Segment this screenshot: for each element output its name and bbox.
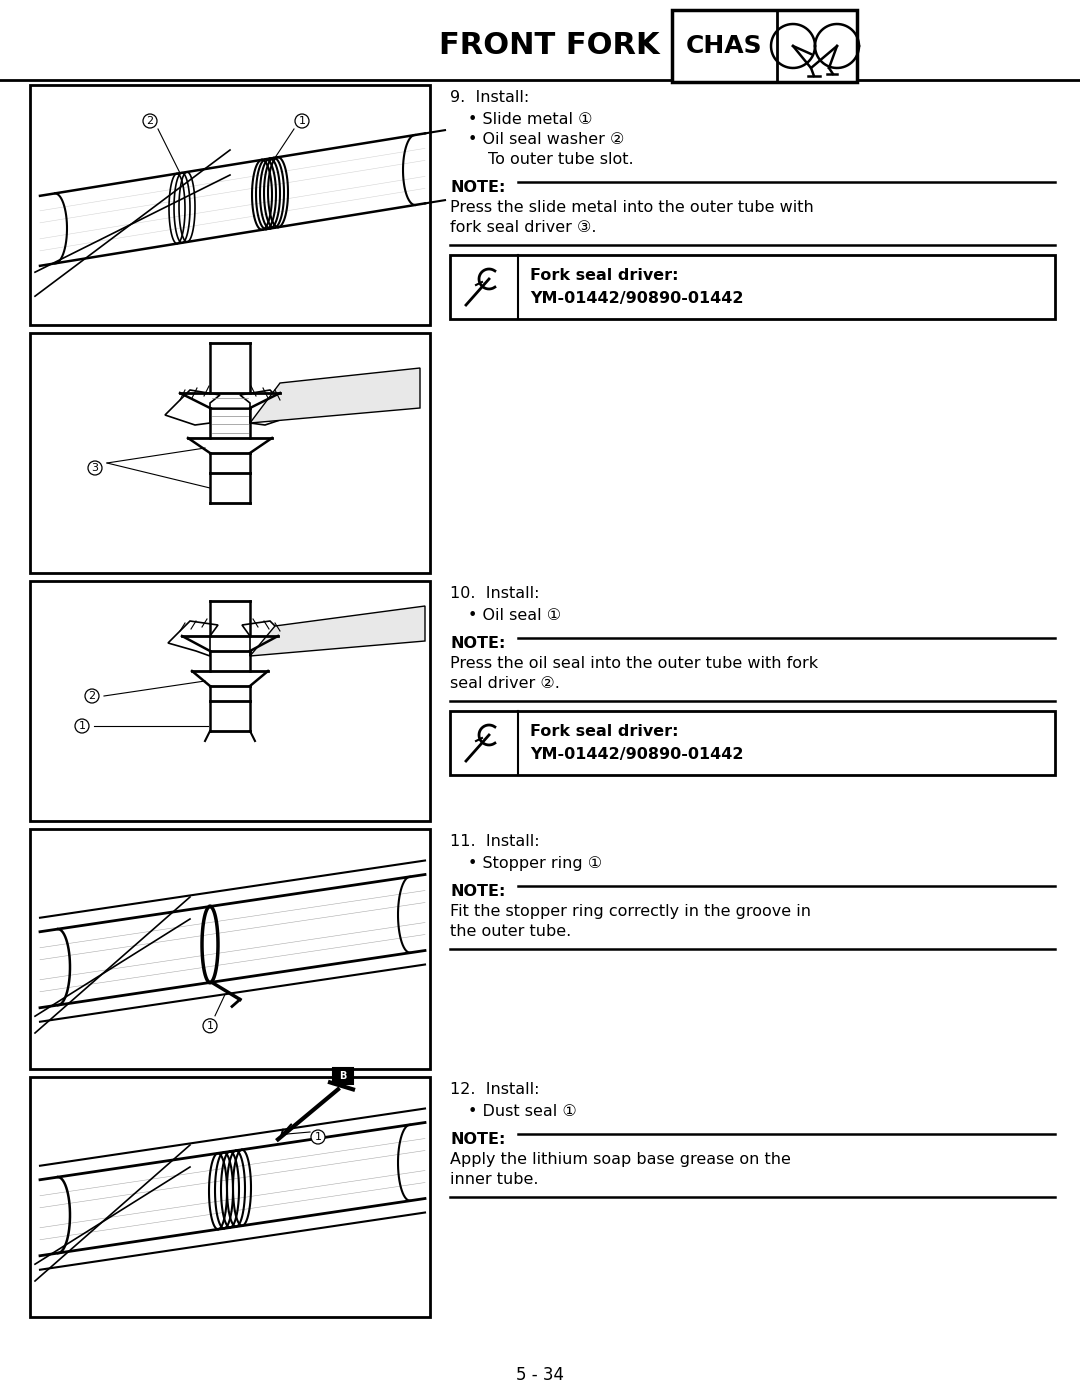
Text: • Slide metal ①: • Slide metal ① [468,112,593,127]
Text: 2: 2 [147,116,153,126]
Polygon shape [168,622,218,657]
Text: 1: 1 [206,1021,214,1031]
Text: NOTE:: NOTE: [450,1132,505,1147]
Text: inner tube.: inner tube. [450,1172,539,1187]
Text: 1: 1 [314,1132,322,1141]
Polygon shape [240,390,295,425]
Polygon shape [242,622,292,657]
Bar [450,711,1055,775]
Text: 11.  Install:: 11. Install: [450,834,540,849]
Text: • Stopper ring ①: • Stopper ring ① [468,856,603,870]
Text: Press the slide metal into the outer tube with: Press the slide metal into the outer tub… [450,200,813,215]
Text: 9.  Install:: 9. Install: [450,89,529,105]
Text: YM-01442/90890-01442: YM-01442/90890-01442 [530,291,743,306]
Text: • Oil seal washer ②: • Oil seal washer ② [468,131,624,147]
Text: 10.  Install:: 10. Install: [450,585,540,601]
Polygon shape [249,606,426,657]
Bar [30,828,430,1069]
Text: Fork seal driver:: Fork seal driver: [530,724,678,739]
Text: 1: 1 [79,721,85,731]
Text: To outer tube slot.: To outer tube slot. [488,152,634,168]
Text: 2: 2 [89,692,95,701]
Text: 1: 1 [298,116,306,126]
Text: NOTE:: NOTE: [450,636,505,651]
Bar [30,85,430,326]
Text: Fit the stopper ring correctly in the groove in: Fit the stopper ring correctly in the gr… [450,904,811,919]
Text: CHAS: CHAS [686,34,762,59]
Text: • Dust seal ①: • Dust seal ① [468,1104,577,1119]
Text: YM-01442/90890-01442: YM-01442/90890-01442 [530,747,743,761]
Text: FRONT FORK: FRONT FORK [440,31,660,60]
Bar [30,581,430,821]
Text: • Oil seal ①: • Oil seal ① [468,608,562,623]
Text: 12.  Install:: 12. Install: [450,1083,540,1097]
Text: fork seal driver ③.: fork seal driver ③. [450,219,596,235]
Text: B: B [339,1071,347,1081]
Bar [30,332,430,573]
Text: 3: 3 [92,462,98,474]
Text: Fork seal driver:: Fork seal driver: [530,268,678,284]
Text: Press the oil seal into the outer tube with fork: Press the oil seal into the outer tube w… [450,657,819,671]
Polygon shape [165,390,220,425]
Text: NOTE:: NOTE: [450,180,505,196]
Text: NOTE:: NOTE: [450,884,505,900]
Polygon shape [249,367,420,423]
Text: the outer tube.: the outer tube. [450,923,571,939]
Text: Apply the lithium soap base grease on the: Apply the lithium soap base grease on th… [450,1153,791,1166]
Bar [672,10,858,82]
Bar [30,1077,430,1317]
Bar [450,256,1055,319]
Text: seal driver ②.: seal driver ②. [450,676,559,692]
Bar [333,1069,353,1084]
Text: 5 - 34: 5 - 34 [516,1366,564,1384]
